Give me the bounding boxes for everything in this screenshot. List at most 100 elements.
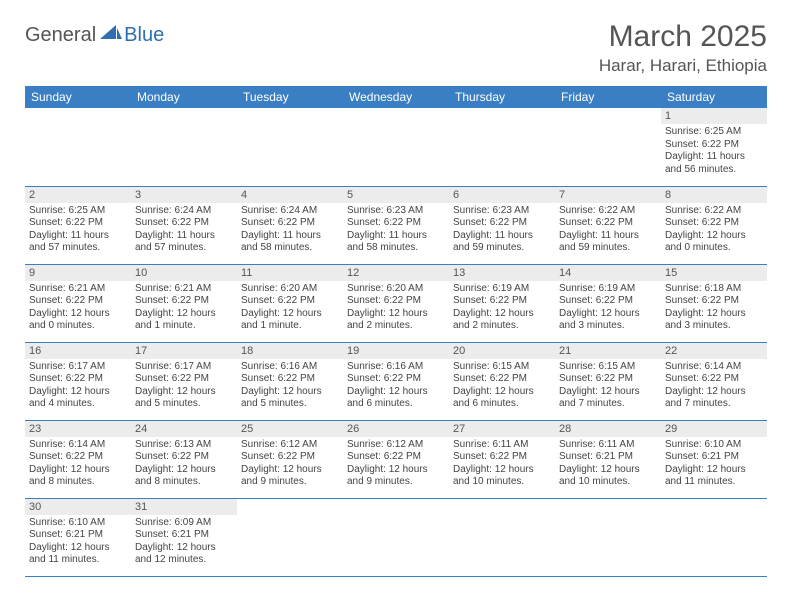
sunset-line: Sunset: 6:22 PM xyxy=(453,217,551,230)
calendar-cell: 25Sunrise: 6:12 AMSunset: 6:22 PMDayligh… xyxy=(237,420,343,498)
sunrise-value: 6:20 AM xyxy=(386,283,423,294)
sunset-label: Sunset: xyxy=(241,373,275,384)
sunset-value: 6:22 PM xyxy=(172,295,209,306)
daylight-line: Daylight: 11 hours and 58 minutes. xyxy=(241,230,339,255)
sunrise-value: 6:25 AM xyxy=(704,126,741,137)
sunset-label: Sunset: xyxy=(135,373,169,384)
sunset-line: Sunset: 6:22 PM xyxy=(135,373,233,386)
sunrise-value: 6:14 AM xyxy=(704,361,741,372)
sunset-value: 6:22 PM xyxy=(702,373,739,384)
sunrise-line: Sunrise: 6:09 AM xyxy=(135,517,233,530)
sunset-value: 6:22 PM xyxy=(596,217,633,228)
daylight-label: Daylight: xyxy=(665,308,704,319)
sunset-value: 6:22 PM xyxy=(596,295,633,306)
calendar-row: 9Sunrise: 6:21 AMSunset: 6:22 PMDaylight… xyxy=(25,264,767,342)
calendar-cell: 28Sunrise: 6:11 AMSunset: 6:21 PMDayligh… xyxy=(555,420,661,498)
day-details: Sunrise: 6:12 AMSunset: 6:22 PMDaylight:… xyxy=(343,437,449,493)
daylight-label: Daylight: xyxy=(135,308,174,319)
calendar-cell xyxy=(661,498,767,576)
logo-sail-icon xyxy=(100,24,122,47)
calendar-cell: 16Sunrise: 6:17 AMSunset: 6:22 PMDayligh… xyxy=(25,342,131,420)
sunrise-line: Sunrise: 6:22 AM xyxy=(665,205,763,218)
sunrise-value: 6:22 AM xyxy=(704,205,741,216)
sunset-label: Sunset: xyxy=(559,373,593,384)
sunrise-line: Sunrise: 6:24 AM xyxy=(135,205,233,218)
sunrise-label: Sunrise: xyxy=(665,361,702,372)
calendar-cell: 22Sunrise: 6:14 AMSunset: 6:22 PMDayligh… xyxy=(661,342,767,420)
daylight-line: Daylight: 11 hours and 58 minutes. xyxy=(347,230,445,255)
day-details: Sunrise: 6:14 AMSunset: 6:22 PMDaylight:… xyxy=(661,359,767,415)
sunrise-line: Sunrise: 6:23 AM xyxy=(453,205,551,218)
sunrise-line: Sunrise: 6:25 AM xyxy=(29,205,127,218)
sunrise-label: Sunrise: xyxy=(665,439,702,450)
day-number: 30 xyxy=(25,499,131,515)
day-number: 21 xyxy=(555,343,661,359)
day-number: 7 xyxy=(555,187,661,203)
day-details: Sunrise: 6:20 AMSunset: 6:22 PMDaylight:… xyxy=(343,281,449,337)
sunset-label: Sunset: xyxy=(29,373,63,384)
calendar-cell: 27Sunrise: 6:11 AMSunset: 6:22 PMDayligh… xyxy=(449,420,555,498)
calendar-cell xyxy=(449,498,555,576)
daylight-label: Daylight: xyxy=(347,308,386,319)
sunset-value: 6:22 PM xyxy=(66,451,103,462)
daylight-line: Daylight: 12 hours and 5 minutes. xyxy=(241,386,339,411)
calendar-cell: 15Sunrise: 6:18 AMSunset: 6:22 PMDayligh… xyxy=(661,264,767,342)
sunset-line: Sunset: 6:22 PM xyxy=(241,451,339,464)
sunset-label: Sunset: xyxy=(347,295,381,306)
calendar-cell: 9Sunrise: 6:21 AMSunset: 6:22 PMDaylight… xyxy=(25,264,131,342)
sunset-line: Sunset: 6:22 PM xyxy=(453,451,551,464)
sunset-label: Sunset: xyxy=(559,217,593,228)
weekday-header: Thursday xyxy=(449,86,555,108)
sunrise-label: Sunrise: xyxy=(241,283,278,294)
sunset-line: Sunset: 6:22 PM xyxy=(347,295,445,308)
weekday-header: Tuesday xyxy=(237,86,343,108)
sunrise-label: Sunrise: xyxy=(29,283,66,294)
day-number: 5 xyxy=(343,187,449,203)
calendar-cell: 6Sunrise: 6:23 AMSunset: 6:22 PMDaylight… xyxy=(449,186,555,264)
sunset-label: Sunset: xyxy=(135,529,169,540)
daylight-line: Daylight: 12 hours and 7 minutes. xyxy=(559,386,657,411)
sunset-value: 6:22 PM xyxy=(384,295,421,306)
sunrise-label: Sunrise: xyxy=(29,205,66,216)
sunset-label: Sunset: xyxy=(665,451,699,462)
calendar-row: 30Sunrise: 6:10 AMSunset: 6:21 PMDayligh… xyxy=(25,498,767,576)
calendar-cell: 4Sunrise: 6:24 AMSunset: 6:22 PMDaylight… xyxy=(237,186,343,264)
sunset-line: Sunset: 6:22 PM xyxy=(29,295,127,308)
sunrise-label: Sunrise: xyxy=(453,361,490,372)
daylight-label: Daylight: xyxy=(241,308,280,319)
sunset-line: Sunset: 6:21 PM xyxy=(665,451,763,464)
sunset-line: Sunset: 6:21 PM xyxy=(559,451,657,464)
day-details: Sunrise: 6:14 AMSunset: 6:22 PMDaylight:… xyxy=(25,437,131,493)
sunset-line: Sunset: 6:22 PM xyxy=(241,295,339,308)
sunrise-label: Sunrise: xyxy=(241,439,278,450)
sunset-value: 6:22 PM xyxy=(702,295,739,306)
sunset-value: 6:21 PM xyxy=(596,451,633,462)
sunrise-value: 6:20 AM xyxy=(280,283,317,294)
sunset-line: Sunset: 6:22 PM xyxy=(135,295,233,308)
day-number: 18 xyxy=(237,343,343,359)
weekday-header: Monday xyxy=(131,86,237,108)
day-number: 17 xyxy=(131,343,237,359)
sunset-line: Sunset: 6:22 PM xyxy=(135,217,233,230)
day-details: Sunrise: 6:17 AMSunset: 6:22 PMDaylight:… xyxy=(25,359,131,415)
sunset-line: Sunset: 6:22 PM xyxy=(347,373,445,386)
day-number: 29 xyxy=(661,421,767,437)
sunset-label: Sunset: xyxy=(135,295,169,306)
sunset-value: 6:22 PM xyxy=(172,217,209,228)
sunset-label: Sunset: xyxy=(559,295,593,306)
calendar-cell xyxy=(343,498,449,576)
daylight-line: Daylight: 11 hours and 57 minutes. xyxy=(29,230,127,255)
sunset-line: Sunset: 6:22 PM xyxy=(241,217,339,230)
sunrise-line: Sunrise: 6:21 AM xyxy=(135,283,233,296)
weekday-header-row: Sunday Monday Tuesday Wednesday Thursday… xyxy=(25,86,767,108)
sunrise-value: 6:22 AM xyxy=(598,205,635,216)
weekday-header: Saturday xyxy=(661,86,767,108)
sunset-line: Sunset: 6:22 PM xyxy=(665,295,763,308)
sunset-line: Sunset: 6:22 PM xyxy=(135,451,233,464)
sunrise-line: Sunrise: 6:20 AM xyxy=(347,283,445,296)
daylight-line: Daylight: 12 hours and 2 minutes. xyxy=(453,308,551,333)
daylight-label: Daylight: xyxy=(347,230,386,241)
sunset-line: Sunset: 6:22 PM xyxy=(29,451,127,464)
day-number: 22 xyxy=(661,343,767,359)
day-number: 24 xyxy=(131,421,237,437)
